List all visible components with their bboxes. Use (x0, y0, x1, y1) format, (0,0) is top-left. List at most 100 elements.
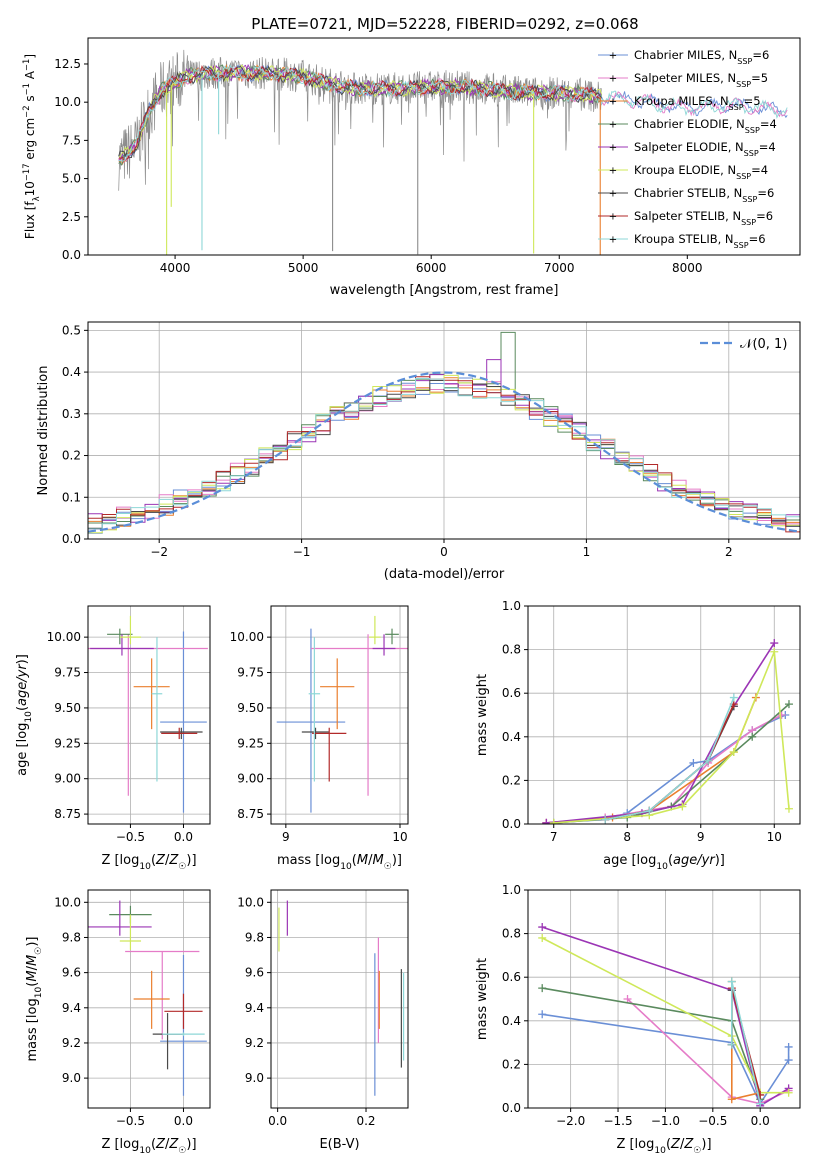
weight-series-kroupa-elodie (549, 647, 793, 824)
axes-frame (87, 321, 801, 540)
weight-series-salpeter-stelib (601, 700, 738, 824)
legend-spectrum: + Chabrier MILES, NSSP=6 + Salpeter MILES, … (598, 48, 777, 250)
weight-series-salpeter-miles (542, 711, 786, 824)
grid-mass-weight-vs-age (528, 605, 800, 825)
panel-age-vs-Z: −0.5 0.0 8.75 9.00 9.25 9.50 9.75 10.00 Z [log10… (15, 605, 211, 872)
axes-frame (527, 889, 801, 1109)
x-tick-label: 0.0 (268, 1114, 287, 1128)
weight-line (605, 705, 735, 821)
y-tick-label: 10.0 (54, 95, 81, 109)
weight-series-kroupa-stelib (727, 977, 765, 1108)
axes-frame (87, 889, 211, 1109)
legend-marker: + (609, 189, 617, 200)
y-tick-label: 0.4 (502, 1014, 521, 1028)
weight-series-salpeter-miles (623, 995, 793, 1108)
x-tick-label: −1.5 (603, 1114, 632, 1128)
x-tick-label: −0.5 (698, 1114, 727, 1128)
y-tick-label: 0.0 (62, 248, 81, 262)
x-tick-label: 0.0 (751, 1114, 770, 1128)
plot-area-mass-weight-vs-Z (538, 923, 793, 1108)
y-axis-label: mass [log10(M/M☉)] (25, 937, 44, 1062)
errorbar-salpeter-elodie (372, 634, 396, 656)
axes-frame (270, 605, 409, 825)
y-tick-label: 0.1 (62, 490, 81, 504)
x-axis-label: Z [log10(Z/Z☉)] (101, 853, 196, 872)
weight-marker (538, 923, 547, 932)
y-tick-label: 0.8 (502, 643, 521, 657)
x-tick-label: 0 (440, 545, 448, 559)
plot-area-spectrum (118, 49, 788, 255)
panel-mass-vs-EBV: 0.0 0.2 9.0 9.2 9.4 9.6 9.8 10.0 E(B-V) (237, 889, 409, 1152)
x-axis-label: (data-model)/error (384, 567, 505, 582)
y-tick-label: 9.75 (54, 666, 81, 680)
x-tick-label: −0.5 (116, 1114, 145, 1128)
x-axis-label: Z [log10(Z/Z☉)] (616, 1137, 711, 1156)
weight-series-kroupa-stelib (601, 693, 738, 824)
legend-marker: + (609, 51, 617, 62)
x-tick-label: 5000 (288, 261, 319, 275)
errorbar-kroupa-miles (320, 658, 355, 730)
errorbar-kroupa-elodie (119, 615, 142, 645)
x-axis-label: Z [log10(Z/Z☉)] (101, 1137, 196, 1156)
spectrum-data (118, 49, 602, 191)
y-tick-label: 9.00 (54, 772, 81, 786)
weight-series-chabrier-elodie (549, 700, 793, 824)
y-tick-label: 9.25 (54, 736, 81, 750)
legend-marker: + (609, 166, 617, 177)
weight-marker (729, 748, 738, 757)
errorbar-salpeter-stelib (164, 993, 203, 1029)
x-tick-label: 0.0 (174, 1114, 193, 1128)
plot-area-age-vs-mass (276, 615, 408, 813)
weight-marker (538, 933, 547, 942)
legend-marker: + (609, 74, 617, 85)
weight-line (605, 697, 735, 821)
grid-mass-vs-EBV (271, 890, 408, 1108)
y-axis-label: mass weight (475, 674, 490, 756)
x-tick-label: −0.5 (116, 830, 145, 844)
weight-marker (542, 818, 551, 824)
y-tick-label: 0.6 (502, 686, 521, 700)
weight-marker (689, 758, 698, 767)
x-tick-label: 8000 (672, 261, 703, 275)
grid-mass-weight-vs-Z (528, 889, 800, 1109)
legend-label: Chabrier MILES, NSSP=6 (634, 48, 769, 66)
errorbar-salpeter-elodie (90, 634, 154, 656)
y-tick-label: 2.5 (62, 210, 81, 224)
errorbar-salpeter-stelib (161, 727, 198, 740)
figure-title: PLATE=0721, MJD=52228, FIBERID=0292, z=0… (251, 15, 638, 33)
errorbar-salpeter-elodie (88, 900, 152, 936)
weight-marker (748, 732, 757, 741)
errorbar-kroupa-elodie (369, 615, 381, 645)
x-axis-label: E(B-V) (319, 1137, 359, 1152)
weight-marker (678, 802, 687, 811)
y-tick-label: 10.0 (237, 895, 264, 909)
x-tick-label: 9 (282, 830, 290, 844)
y-tick-label: 9.2 (62, 1036, 81, 1050)
y-tick-label: 0.2 (502, 773, 521, 787)
legend-label: Salpeter MILES, NSSP=5 (634, 71, 768, 89)
weight-marker (623, 995, 632, 1003)
panels: 4000 5000 6000 7000 80000.02.55.07.510.012.5… (15, 37, 801, 1156)
weight-marker (727, 1095, 736, 1104)
y-tick-label: 9.8 (62, 930, 81, 944)
weight-marker (777, 711, 786, 719)
errorbar-kroupa-miles (133, 970, 170, 1029)
weight-marker (784, 1088, 793, 1097)
errorbar-kroupa-stelib (151, 637, 163, 782)
y-tick-label: 0.4 (62, 365, 81, 379)
y-tick-label: 7.5 (62, 133, 81, 147)
x-tick-label: −2.0 (556, 1114, 585, 1128)
x-tick-label: −1.0 (651, 1114, 680, 1128)
normal-curve (88, 371, 800, 533)
y-tick-label: 9.50 (54, 701, 81, 715)
weight-line (626, 998, 789, 1105)
y-tick-label: 9.4 (62, 1001, 81, 1015)
weight-marker (784, 804, 793, 813)
weight-series-salpeter-elodie (542, 639, 779, 824)
weight-marker (704, 756, 713, 765)
weight-line (731, 981, 761, 1104)
y-tick-label: 9.8 (245, 930, 264, 944)
x-tick-label: 8 (623, 830, 631, 844)
weight-marker (549, 818, 558, 824)
y-tick-label: 1.0 (502, 883, 521, 897)
